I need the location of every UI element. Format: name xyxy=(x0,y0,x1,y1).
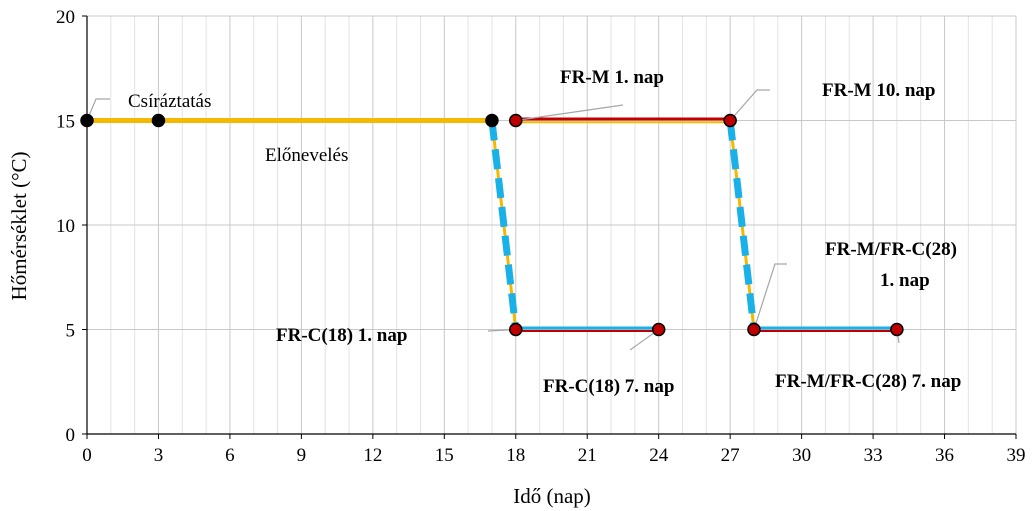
leader-csiraztatas xyxy=(86,98,110,121)
x-tick-label: 6 xyxy=(225,445,235,466)
leader-frm-10-nap xyxy=(729,89,770,121)
y-tick-label: 0 xyxy=(66,425,76,446)
x-tick-label: 0 xyxy=(82,445,92,466)
annotation-frc18-1-nap: FR-C(18) 1. nap xyxy=(276,325,407,346)
x-tick-label: 9 xyxy=(297,445,307,466)
leader-frm-frc28-1-nap xyxy=(753,263,787,330)
x-tick-label: 24 xyxy=(649,445,669,466)
data-point xyxy=(485,113,499,128)
x-tick-label: 30 xyxy=(792,445,811,466)
data-point xyxy=(723,113,737,128)
data-point xyxy=(509,322,523,337)
data-point xyxy=(80,113,94,128)
annotation-leader-lines xyxy=(86,89,900,351)
y-tick-label: 20 xyxy=(56,7,75,28)
x-tick-label: 27 xyxy=(721,445,740,466)
y-tick-label: 15 xyxy=(56,112,75,133)
annotation-frm-1-nap: FR-M 1. nap xyxy=(560,67,664,88)
x-tick-label: 18 xyxy=(506,445,525,466)
x-tick-label: 3 xyxy=(154,445,164,466)
series-line-drop2 xyxy=(726,120,758,330)
annotation-frm-frc28-7-nap: FR-M/FR-C(28) 7. nap xyxy=(775,371,961,392)
y-tick-label: 5 xyxy=(66,321,76,342)
axes xyxy=(82,15,1017,439)
annotation-elonevelés: Előnevelés xyxy=(265,145,348,166)
x-tick-label: 12 xyxy=(363,445,382,466)
annotation-frm-frc28-1-nap-line1: FR-M/FR-C(28) xyxy=(825,239,957,260)
x-tick-label: 36 xyxy=(935,445,954,466)
annotation-frm-frc28-1-nap-line2: 1. nap xyxy=(880,270,930,291)
annotation-frc18-7-nap: FR-C(18) 7. nap xyxy=(543,376,674,397)
y-axis-title: Hőmérséklet (°C) xyxy=(7,152,31,301)
data-point xyxy=(509,113,523,128)
leader-frm-1-nap xyxy=(515,104,624,122)
data-point xyxy=(151,113,166,128)
data-point xyxy=(890,322,904,337)
y-tick-label: 10 xyxy=(56,216,75,237)
data-point xyxy=(747,322,761,337)
series-line-drop1 xyxy=(488,120,520,330)
data-point xyxy=(651,322,666,337)
x-tick-label: 39 xyxy=(1007,445,1026,466)
x-tick-label: 21 xyxy=(578,445,597,466)
x-tick-label: 15 xyxy=(435,445,454,466)
x-axis-title: Idő (nap) xyxy=(513,484,591,508)
x-tick-label: 33 xyxy=(864,445,883,466)
annotation-frm-10-nap: FR-M 10. nap xyxy=(822,80,935,101)
data-points xyxy=(80,113,904,337)
annotation-csiraztatas: Csíráztatás xyxy=(128,91,211,112)
